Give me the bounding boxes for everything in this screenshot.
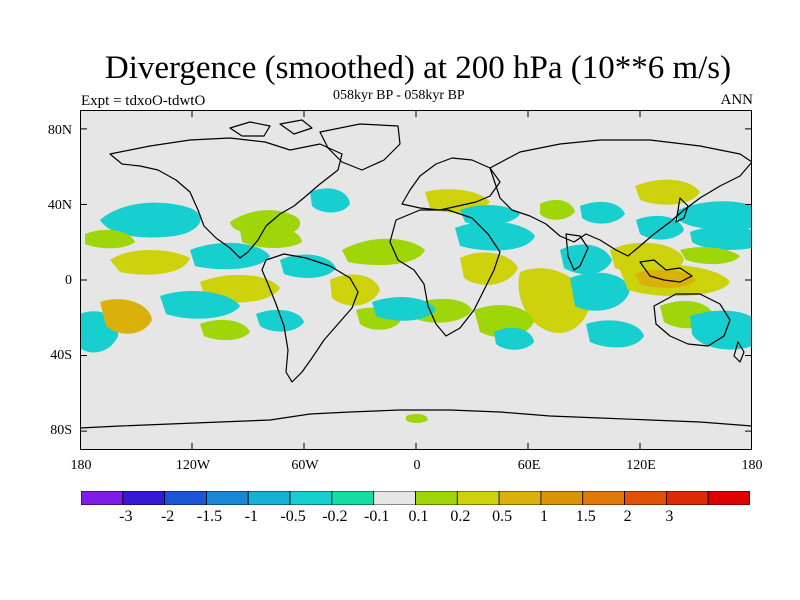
coastline-new-zealand: [733, 341, 745, 363]
colorbar-swatch: [707, 491, 750, 505]
coastline-australia: [653, 293, 731, 347]
contour-patch: [678, 201, 752, 230]
colorbar-swatch: [582, 491, 625, 505]
contour-patch: [160, 291, 240, 319]
contour-patch: [110, 250, 190, 275]
colorbar-swatch: [289, 491, 333, 505]
contour-patch: [256, 309, 304, 332]
coastline-arctic-islands: [229, 119, 313, 137]
contour-patch: [494, 327, 534, 350]
experiment-label: Expt = tdxoO-tdwtO: [81, 93, 206, 109]
contour-patch: [540, 199, 575, 220]
coastline-north-america: [109, 137, 343, 259]
colorbar-swatch: [540, 491, 584, 505]
lon-label-120w: 120W: [175, 458, 211, 473]
colorbar-label: -1.5: [196, 508, 223, 525]
coastline-antarctica: [79, 409, 753, 429]
contour-patch: [100, 202, 201, 238]
contour-patch: [586, 320, 644, 348]
colorbar-label: -0.5: [280, 508, 306, 525]
contour-patch: [100, 299, 152, 334]
colorbar-swatch: [415, 491, 458, 505]
colorbar-swatch: [122, 491, 166, 505]
colorbar-swatch: [247, 491, 291, 505]
coastline-greenland: [319, 123, 401, 171]
contour-patch: [330, 274, 380, 306]
coastline-india: [565, 233, 589, 271]
colorbar-label: 1.5: [575, 508, 596, 525]
colorbar-label: -0.1: [364, 508, 390, 525]
lon-label-180w: 180: [70, 458, 92, 473]
lat-label-40s: 40S: [50, 348, 72, 363]
lon-label-60e: 60E: [517, 458, 541, 473]
colorbar-swatch: [498, 491, 542, 505]
lon-label-0: 0: [413, 458, 421, 473]
lat-label-80n: 80N: [47, 123, 72, 138]
colorbar-swatch: [164, 491, 207, 505]
contour-patch: [570, 272, 630, 311]
contour-patch: [342, 238, 425, 266]
colorbar-swatch: [373, 491, 416, 505]
coastline-europe: [401, 157, 501, 211]
coastline-africa: [389, 209, 501, 337]
colorbar-swatch: [206, 491, 249, 505]
lat-label-40n: 40N: [47, 198, 72, 213]
colorbar-label: 0.5: [492, 508, 513, 525]
colorbar-swatch: [456, 491, 500, 505]
contour-patch: [636, 215, 684, 240]
divergence-map: [79, 110, 753, 450]
contour-patch: [580, 201, 625, 224]
lon-label-120e: 120E: [626, 458, 656, 473]
colorbar-swatch: [331, 491, 375, 505]
coastlines: [79, 119, 753, 429]
plot-title: Divergence (smoothed) at 200 hPa (10**6 …: [104, 50, 732, 86]
contour-patch: [690, 226, 752, 250]
coastline-south-america: [261, 253, 359, 383]
colorbar-label: 1: [539, 508, 548, 525]
season-label: ANN: [720, 92, 754, 108]
colorbar-swatch: [81, 491, 124, 505]
coastline-maritime: [639, 259, 693, 283]
lon-label-180e: 180: [741, 458, 763, 473]
contour-patch: [680, 247, 740, 265]
colorbar-label: 2: [623, 508, 632, 525]
contour-patch: [635, 269, 696, 289]
contour-patch: [406, 413, 428, 423]
contour-patch: [455, 221, 535, 251]
colorbar-label: -0.2: [322, 508, 348, 525]
contour-patch: [635, 179, 700, 205]
colorbar-label: 0.1: [408, 508, 429, 525]
contour-patch: [460, 252, 518, 285]
colorbar-swatch: [624, 491, 667, 505]
coastline-asia: [489, 139, 753, 257]
lon-label-60w: 60W: [291, 458, 319, 473]
period-label: 058kyr BP - 058kyr BP: [333, 88, 465, 103]
lat-label-80s: 80S: [50, 423, 72, 438]
contour-patch: [280, 254, 336, 278]
contour-patch: [310, 188, 350, 213]
contour-fills: [80, 179, 752, 423]
contour-patch: [85, 229, 135, 249]
coastline-japan: [675, 197, 689, 223]
contour-patch: [372, 296, 436, 321]
colorbar-label: 3: [665, 508, 674, 525]
colorbar-label: -2: [160, 508, 175, 525]
colorbar-label: 0.2: [450, 508, 471, 525]
map-panel: [79, 110, 753, 450]
contour-patch: [200, 319, 250, 341]
lat-label-eq: 0: [65, 273, 72, 288]
contour-patch: [690, 310, 752, 350]
colorbar-label: -1: [244, 508, 258, 525]
colorbar-swatch: [665, 491, 709, 505]
colorbar-label: -3: [119, 508, 133, 525]
colorbar: [81, 491, 750, 505]
